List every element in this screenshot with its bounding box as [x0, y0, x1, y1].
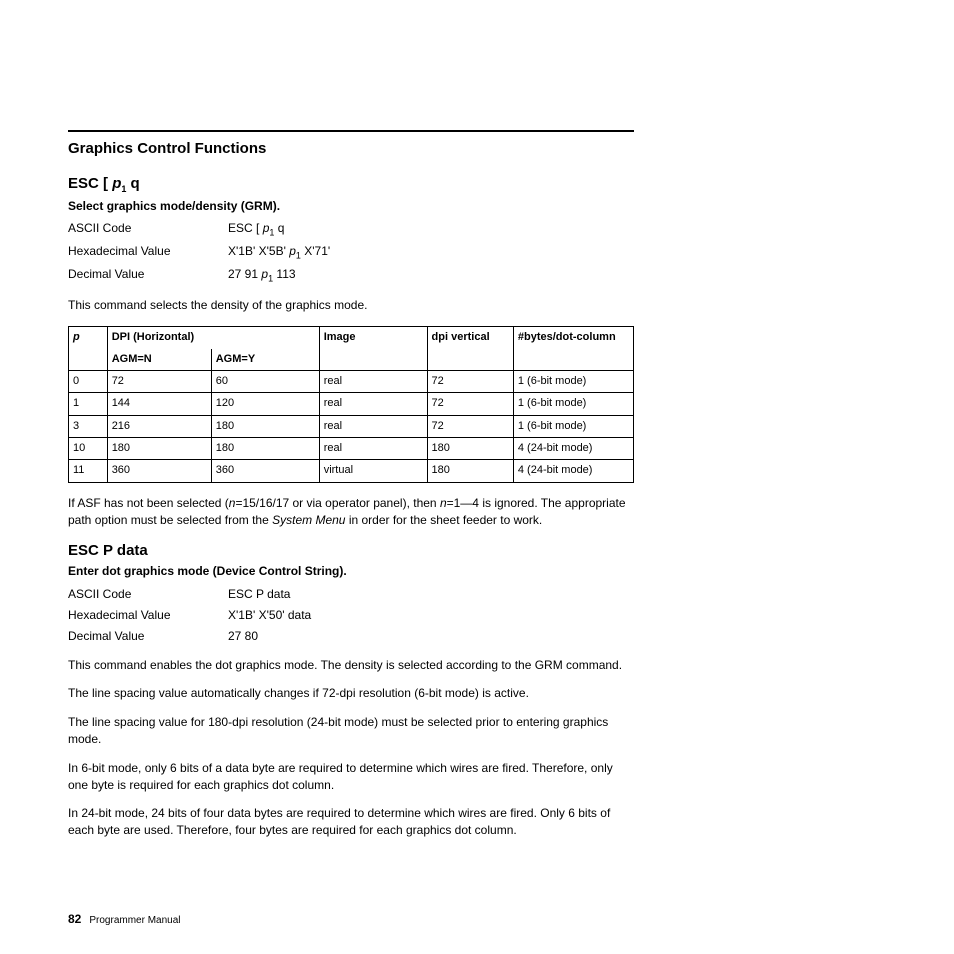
- p2: The line spacing value automatically cha…: [68, 685, 634, 702]
- cmd1-hex-label: Hexadecimal Value: [68, 243, 228, 262]
- table-cell: 72: [427, 370, 513, 392]
- th-dpi-h: DPI (Horizontal): [107, 327, 319, 349]
- cmd1-title-prefix: ESC [: [68, 175, 112, 192]
- page-content: Graphics Control Functions ESC [ p1 q Se…: [0, 0, 954, 954]
- table-cell: 360: [107, 460, 211, 482]
- cmd1-desc: This command selects the density of the …: [68, 297, 634, 314]
- cmd2-ascii-row: ASCII Code ESC P data: [68, 586, 874, 603]
- cmd1-dec-row: Decimal Value 27 91 p1 113: [68, 266, 874, 285]
- cmd1-hex-row: Hexadecimal Value X'1B' X'5B' p1 X'71': [68, 243, 874, 262]
- cmd1-title-suffix: q: [126, 175, 139, 192]
- th-dpi-v: dpi vertical: [427, 327, 513, 371]
- table-cell: 180: [427, 438, 513, 460]
- cmd1-ascii-label: ASCII Code: [68, 220, 228, 239]
- cmd2-subtitle: Enter dot graphics mode (Device Control …: [68, 563, 874, 580]
- cmd1-dec-label: Decimal Value: [68, 266, 228, 285]
- table-cell: 180: [211, 415, 319, 437]
- table-cell: 4 (24-bit mode): [513, 438, 633, 460]
- table-cell: virtual: [319, 460, 427, 482]
- th-image: Image: [319, 327, 427, 371]
- table-cell: 180: [211, 438, 319, 460]
- table-cell: 11: [69, 460, 108, 482]
- cmd1-ascii-value: ESC [ p1 q: [228, 220, 284, 239]
- table-cell: 1 (6-bit mode): [513, 393, 633, 415]
- table-cell: 4 (24-bit mode): [513, 460, 633, 482]
- cmd1-hex-value: X'1B' X'5B' p1 X'71': [228, 243, 330, 262]
- table-cell: 120: [211, 393, 319, 415]
- section-title: Graphics Control Functions: [68, 138, 874, 159]
- page-number: 82: [68, 912, 81, 926]
- th-p: p: [73, 331, 80, 343]
- p3: The line spacing value for 180-dpi resol…: [68, 714, 634, 748]
- table-cell: 0: [69, 370, 108, 392]
- th-agm-n: AGM=N: [107, 349, 211, 371]
- footer-title: Programmer Manual: [89, 915, 180, 926]
- table-row: 11360360virtual1804 (24-bit mode): [69, 460, 634, 482]
- table-cell: 1 (6-bit mode): [513, 370, 633, 392]
- cmd1-subtitle: Select graphics mode/density (GRM).: [68, 198, 874, 215]
- p1: This command enables the dot graphics mo…: [68, 657, 634, 674]
- cmd2-hex-value: X'1B' X'50' data: [228, 607, 311, 624]
- th-agm-y: AGM=Y: [211, 349, 319, 371]
- cmd2-title: ESC P data: [68, 540, 874, 561]
- table-cell: 72: [427, 415, 513, 437]
- cmd2-dec-label: Decimal Value: [68, 628, 228, 645]
- table-cell: 144: [107, 393, 211, 415]
- table-cell: 1 (6-bit mode): [513, 415, 633, 437]
- table-row: 1144120real721 (6-bit mode): [69, 393, 634, 415]
- table-cell: 10: [69, 438, 108, 460]
- cmd2-hex-label: Hexadecimal Value: [68, 607, 228, 624]
- table-cell: 1: [69, 393, 108, 415]
- cmd1-title-var: p: [112, 175, 121, 192]
- cmd2-dec-value: 27 80: [228, 628, 258, 645]
- p5: In 24-bit mode, 24 bits of four data byt…: [68, 805, 634, 839]
- table-cell: real: [319, 415, 427, 437]
- table-cell: real: [319, 393, 427, 415]
- th-bytes: #bytes/dot-column: [513, 327, 633, 371]
- table-cell: 3: [69, 415, 108, 437]
- asf-note: If ASF has not been selected (n=15/16/17…: [68, 495, 634, 529]
- table-cell: 72: [107, 370, 211, 392]
- table-cell: 180: [427, 460, 513, 482]
- table-cell: 72: [427, 393, 513, 415]
- table-row: 3216180real721 (6-bit mode): [69, 415, 634, 437]
- cmd1-title: ESC [ p1 q: [68, 173, 874, 196]
- table-cell: 360: [211, 460, 319, 482]
- cmd2-hex-row: Hexadecimal Value X'1B' X'50' data: [68, 607, 874, 624]
- table-cell: 60: [211, 370, 319, 392]
- dpi-table: p DPI (Horizontal) Image dpi vertical #b…: [68, 326, 634, 483]
- table-cell: real: [319, 370, 427, 392]
- table-cell: real: [319, 438, 427, 460]
- cmd2-dec-row: Decimal Value 27 80: [68, 628, 874, 645]
- cmd1-ascii-row: ASCII Code ESC [ p1 q: [68, 220, 874, 239]
- p4: In 6-bit mode, only 6 bits of a data byt…: [68, 760, 634, 794]
- table-row: 10180180real1804 (24-bit mode): [69, 438, 634, 460]
- table-cell: 180: [107, 438, 211, 460]
- cmd2-ascii-value: ESC P data: [228, 586, 290, 603]
- section-rule: [68, 130, 634, 132]
- page-footer: 82 Programmer Manual: [68, 911, 181, 928]
- table-cell: 216: [107, 415, 211, 437]
- cmd2-ascii-label: ASCII Code: [68, 586, 228, 603]
- table-row: 07260real721 (6-bit mode): [69, 370, 634, 392]
- cmd1-dec-value: 27 91 p1 113: [228, 266, 296, 285]
